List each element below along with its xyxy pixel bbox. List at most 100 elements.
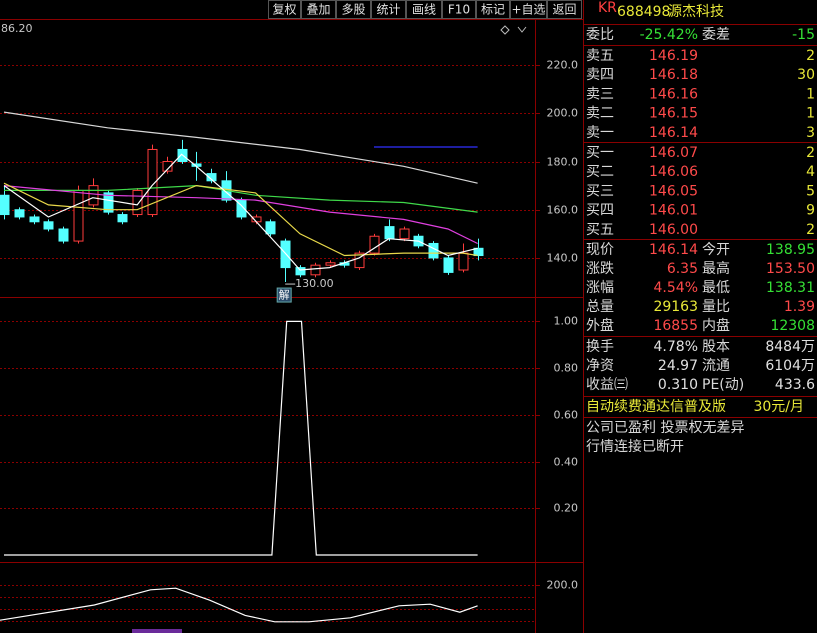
stat-label: 内盘 bbox=[702, 317, 730, 334]
low-label: 130.00 bbox=[295, 277, 334, 290]
candle-body bbox=[428, 242, 439, 259]
toolbar-label[interactable]: 画线 bbox=[412, 3, 436, 17]
candle-body bbox=[117, 214, 128, 223]
book-volume: 1 bbox=[806, 106, 815, 122]
indicator-line bbox=[0, 587, 478, 623]
toolbar-button[interactable] bbox=[268, 0, 301, 19]
candle-body bbox=[43, 221, 54, 230]
volume-strip bbox=[132, 629, 182, 633]
stat-value: 1.39 bbox=[784, 299, 815, 315]
stat-value: 4.78% bbox=[654, 339, 698, 355]
candle-body bbox=[58, 228, 69, 242]
toolbar-label[interactable]: 叠加 bbox=[306, 3, 330, 17]
dropdown-icon[interactable] bbox=[517, 26, 527, 33]
toolbar-label[interactable]: +自选 bbox=[511, 3, 545, 17]
book-price: 146.19 bbox=[649, 48, 698, 64]
y-tick-label: 200.0 bbox=[547, 107, 579, 120]
book-volume: 2 bbox=[806, 222, 815, 238]
book-label: 买三 bbox=[586, 183, 614, 199]
moving-average bbox=[3, 111, 478, 184]
book-price: 146.16 bbox=[649, 86, 698, 102]
stat-label: 最低 bbox=[702, 280, 730, 296]
candle-body bbox=[399, 228, 410, 240]
high-label: 86.20 bbox=[1, 22, 33, 35]
stat-label: 最高 bbox=[702, 260, 730, 277]
ad-text: 自动续费通达信普及版 bbox=[586, 398, 726, 415]
toolbar-button[interactable] bbox=[442, 0, 476, 19]
book-label: 买二 bbox=[586, 164, 614, 180]
candle-body bbox=[325, 262, 336, 266]
charts: 140.0 160.0 180.0 200.0 220.0 86.20 130.00 解 0.2… bbox=[0, 22, 579, 623]
stock-code: 688498 bbox=[617, 4, 670, 20]
book-price: 146.05 bbox=[649, 183, 698, 199]
toolbar-button[interactable] bbox=[301, 0, 336, 19]
stat-value: 0.310 bbox=[658, 377, 698, 393]
moving-average bbox=[3, 153, 478, 271]
candle-body bbox=[206, 173, 217, 182]
candle-body bbox=[265, 221, 276, 235]
book-label: 卖四 bbox=[586, 67, 614, 83]
candle-body bbox=[354, 252, 365, 269]
stat-value: 6104万 bbox=[765, 358, 815, 374]
candle-body bbox=[29, 216, 40, 223]
book-volume: 3 bbox=[806, 125, 815, 141]
book-volume: 1 bbox=[806, 86, 815, 102]
book-volume: 2 bbox=[806, 48, 815, 64]
toolbar-button[interactable] bbox=[476, 0, 510, 19]
book-price: 146.07 bbox=[649, 145, 698, 161]
diamond-icon[interactable] bbox=[500, 25, 510, 35]
toolbar-label[interactable]: 多股 bbox=[341, 3, 365, 17]
toolbar-label[interactable]: 复权 bbox=[272, 3, 296, 17]
book-price: 146.00 bbox=[649, 222, 698, 238]
ad-price: 30元/月 bbox=[753, 399, 804, 415]
y-tick-label: 1.00 bbox=[554, 315, 579, 328]
stat-value: 433.6 bbox=[775, 377, 815, 393]
moving-average bbox=[4, 184, 478, 213]
stat-value: 8484万 bbox=[765, 339, 815, 355]
candle-body bbox=[295, 267, 306, 276]
toolbar-button[interactable] bbox=[336, 0, 371, 19]
stock-name: 源杰科技 bbox=[668, 4, 724, 20]
moving-average bbox=[3, 182, 478, 257]
indicator-line bbox=[4, 320, 478, 556]
book-volume: 9 bbox=[806, 203, 815, 219]
marker-box[interactable] bbox=[276, 287, 292, 303]
candle-body bbox=[473, 247, 484, 257]
ratio-label: 委比 bbox=[586, 27, 614, 43]
stat-value: 24.97 bbox=[658, 358, 698, 374]
stat-label: 股本 bbox=[702, 339, 730, 355]
candle-body bbox=[73, 189, 84, 242]
stat-label: 今开 bbox=[702, 242, 730, 258]
book-volume: 30 bbox=[797, 67, 815, 83]
stat-label: PE(动) bbox=[702, 377, 744, 393]
toolbar-label[interactable]: 标记 bbox=[481, 3, 505, 17]
y-tick-label: 140.0 bbox=[547, 252, 579, 265]
candle-body bbox=[14, 209, 25, 218]
stat-value: 4.54% bbox=[654, 280, 698, 296]
stat-value: 29163 bbox=[653, 299, 698, 315]
toolbar-button[interactable] bbox=[371, 0, 406, 19]
stat-label: 量比 bbox=[702, 299, 730, 315]
y-tick-label: 0.60 bbox=[554, 409, 579, 422]
stat-value: 138.95 bbox=[766, 242, 815, 258]
book-price: 146.01 bbox=[649, 203, 698, 219]
y-tick-label: 220.0 bbox=[547, 59, 579, 72]
stat-value: 138.31 bbox=[766, 280, 815, 296]
toolbar-label[interactable]: F10 bbox=[448, 3, 470, 17]
book-price: 146.06 bbox=[649, 164, 698, 180]
toolbar-button[interactable] bbox=[510, 0, 547, 19]
toolbar-button[interactable] bbox=[547, 0, 582, 19]
toolbar-label[interactable]: 返回 bbox=[552, 3, 576, 17]
toolbar-label[interactable]: 统计 bbox=[376, 3, 400, 17]
book-label: 卖五 bbox=[586, 48, 614, 64]
diff-value: -15 bbox=[792, 27, 815, 43]
stat-label: 涨幅 bbox=[586, 280, 614, 296]
marker-label[interactable]: 解 bbox=[279, 288, 290, 302]
y-tick-label: 180.0 bbox=[547, 156, 579, 169]
toolbar-button[interactable] bbox=[406, 0, 442, 19]
moving-average bbox=[3, 185, 478, 245]
candle-body bbox=[132, 189, 143, 216]
